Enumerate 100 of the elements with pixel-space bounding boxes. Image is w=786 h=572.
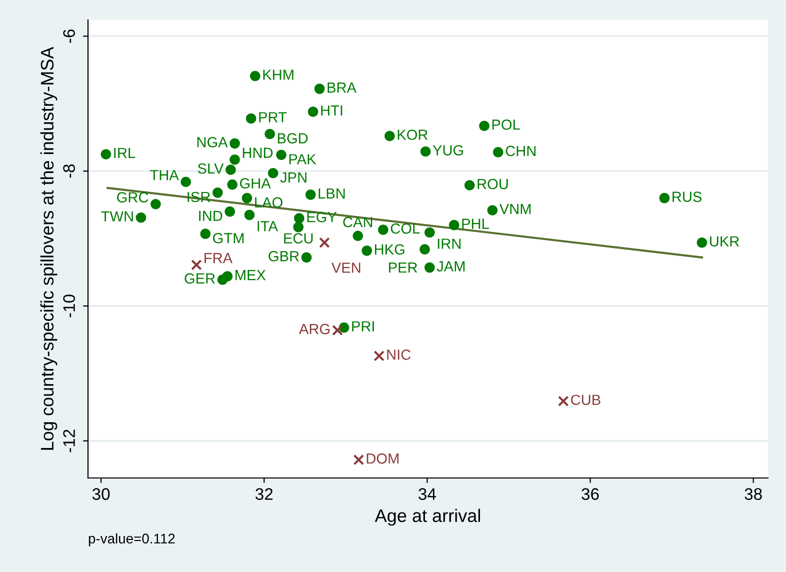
data-label: KOR [398,130,428,140]
data-label: JAM [436,261,465,272]
point [659,192,670,204]
point [200,228,211,239]
data-label: GER [184,273,215,284]
point [191,259,202,270]
point [492,147,504,158]
data-label: CUB [571,394,600,406]
point [217,274,228,285]
data-label: RUS [672,192,702,202]
y-tick-label: -10 [63,294,75,318]
data-label: LAO [255,197,282,208]
data-label: PRT [259,112,287,122]
point [242,192,252,204]
point [212,188,223,198]
point [332,324,343,336]
point [362,246,372,256]
point [305,190,316,200]
point [424,227,435,238]
data-label: SLV [198,163,224,174]
y-tick-label: -8 [63,164,75,178]
data-label: POL [492,119,520,130]
data-label: IRL [114,148,136,158]
point [352,230,364,241]
data-label: VEN [331,262,360,273]
data-label: ARG [298,324,330,334]
data-label: ECU [284,233,313,244]
data-label: GRC [117,192,148,203]
point [301,252,312,263]
data-label: IRN [438,238,460,249]
data-label: NIC [387,350,411,360]
data-label: BRA [328,82,356,93]
data-label: HKG [374,244,404,255]
point [226,164,236,175]
data-label: VNM [499,204,531,214]
text: p-value=0.112 [88,533,175,546]
point [378,224,388,235]
point [384,130,395,142]
data-label: CHN [506,146,536,156]
data-label: KHM [263,70,294,80]
point [479,120,490,132]
point [293,222,304,232]
data-label: HTI [321,105,342,116]
data-label: BGD [278,133,308,144]
data-label: NGA [197,137,228,148]
data-label: COL [390,223,420,234]
data-label: CAN [343,216,372,228]
point [230,138,240,149]
data-label: IND [199,210,222,221]
point [244,210,255,220]
data-label: GBR [268,251,299,262]
data-label: THA [150,170,179,180]
point [696,237,708,248]
point [353,454,364,466]
point [268,168,278,178]
y-tick-label: -6 [63,30,75,43]
point [319,237,330,248]
x-tick-label: 30 [92,488,110,500]
point [150,198,161,210]
point [558,396,569,407]
point [136,212,146,223]
data-label: YUG [432,145,464,156]
data-label: PAK [289,154,316,164]
x-tick-label: 36 [582,488,599,500]
data-label: PHL [462,218,489,229]
data-label: LBN [318,188,345,198]
point [308,106,318,117]
x-axis-title: Age at arrival [374,508,480,526]
data-label: HND [242,148,273,158]
data-label: ITA [258,221,278,232]
data-label: GTM [213,232,244,244]
point [227,179,238,190]
point [264,128,275,140]
point [224,206,236,217]
point [420,146,431,157]
point [314,84,325,94]
data-label: PRI [352,321,374,332]
data-label: MEX [236,270,266,280]
point [250,70,260,82]
point [276,150,286,160]
x-tick-label: 38 [744,488,762,500]
data-label: ROU [478,178,508,190]
data-label: DOM [366,453,398,464]
point [448,220,460,230]
point [424,262,435,273]
point [374,350,385,362]
data-label: FRA [204,253,233,264]
point [487,205,498,216]
data-label: EGY [307,212,337,222]
point [420,244,430,254]
data-label: TWN [101,211,133,222]
y-tick-label: -12 [63,430,75,452]
x-tick-label: 34 [418,488,436,500]
point [230,154,240,165]
point [180,176,191,188]
point [246,113,256,124]
data-label: GHA [240,178,271,188]
y-axis-title: Log country-specific spillovers at the industry-MSA [40,46,58,450]
point [294,213,304,224]
point [464,180,475,190]
